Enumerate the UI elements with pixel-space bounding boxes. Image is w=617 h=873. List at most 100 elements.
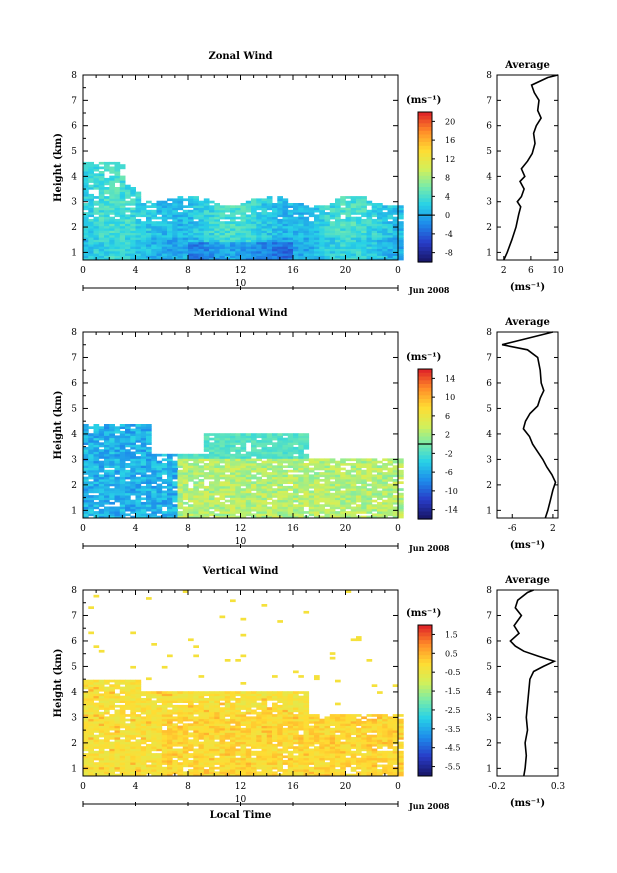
average-profile-line (509, 589, 557, 777)
colorbar-tick-label: 2 (445, 431, 450, 440)
day-label: 10 (235, 537, 247, 547)
y-tick-label: 6 (71, 637, 77, 647)
colorbar-tick-label: 1.5 (445, 630, 458, 639)
avg-y-tick-label: 4 (486, 430, 492, 440)
avg-y-tick-label: 4 (486, 688, 492, 698)
colorbar-tick-label: -8 (445, 249, 453, 258)
colorbar-tick-label: 6 (445, 412, 450, 421)
average-title: Average (504, 317, 550, 328)
avg-y-tick-label: 6 (486, 122, 492, 132)
colorbar-tick-label: 20 (445, 117, 455, 126)
y-tick-label: 5 (71, 662, 77, 672)
y-tick-label: 8 (71, 71, 77, 81)
day-label: 10 (235, 279, 247, 289)
y-tick-label: 2 (71, 481, 77, 491)
colorbar (418, 369, 432, 520)
colorbar-tick-label: -4.5 (445, 744, 460, 753)
x-tick-label: 20 (340, 524, 352, 534)
average-x-label: (ms⁻¹) (510, 282, 545, 293)
colorbar-tick-label: 0.5 (445, 649, 458, 658)
average-x-label: (ms⁻¹) (510, 798, 545, 809)
colorbar-tick-label: -14 (445, 506, 458, 515)
y-tick-label: 8 (71, 586, 77, 596)
x-axis-label: Local Time (210, 810, 272, 821)
average-title: Average (504, 575, 550, 586)
colorbar-tick-label: -2 (445, 449, 453, 458)
y-tick-label: 3 (71, 198, 77, 208)
avg-x-tick-label: 2 (501, 266, 507, 276)
heatmap-cells (83, 590, 404, 777)
avg-y-tick-label: 3 (486, 198, 492, 208)
y-tick-label: 2 (71, 739, 77, 749)
y-tick-label: 7 (71, 611, 77, 621)
x-tick-label: 0 (80, 524, 86, 534)
avg-x-tick-label: 2 (550, 524, 556, 534)
colorbar-tick-label: 14 (445, 374, 455, 383)
x-tick-label: 0 (395, 266, 401, 276)
x-tick-label: 20 (340, 782, 352, 792)
avg-y-tick-label: 2 (486, 223, 492, 233)
avg-y-tick-label: 5 (486, 662, 492, 672)
heatmap-cells (83, 161, 404, 261)
avg-x-tick-label: -6 (508, 524, 517, 534)
colorbar (418, 112, 432, 263)
x-tick-label: 20 (340, 266, 352, 276)
x-tick-label: 0 (395, 524, 401, 534)
x-tick-label: 12 (235, 524, 246, 534)
colorbar-tick-label: 10 (445, 393, 455, 402)
y-tick-label: 8 (71, 328, 77, 338)
y-tick-label: 7 (71, 96, 77, 106)
avg-x-tick-label: 10 (552, 266, 564, 276)
average-x-label: (ms⁻¹) (510, 540, 545, 551)
x-tick-label: 16 (287, 524, 299, 534)
colorbar-tick-label: -4 (445, 230, 453, 239)
y-axis-label: Height (km) (53, 649, 64, 718)
y-axis-label: Height (km) (53, 391, 64, 460)
avg-y-tick-label: 8 (486, 586, 492, 596)
y-tick-label: 2 (71, 223, 77, 233)
x-tick-label: 8 (185, 524, 191, 534)
x-tick-label: 0 (80, 782, 86, 792)
colorbar-tick-label: -3.5 (445, 725, 460, 734)
y-tick-label: 6 (71, 122, 77, 132)
average-profile-line (501, 331, 557, 519)
average-frame (496, 589, 559, 777)
colorbar-tick-label: -0.5 (445, 668, 460, 677)
avg-y-tick-label: 2 (486, 481, 492, 491)
y-tick-label: 1 (71, 506, 77, 516)
colorbar-unit: (ms⁻¹) (406, 95, 441, 106)
y-tick-label: 5 (71, 147, 77, 157)
y-tick-label: 6 (71, 379, 77, 389)
average-title: Average (504, 60, 550, 71)
colorbar-tick-label: 16 (445, 136, 455, 145)
y-tick-label: 3 (71, 713, 77, 723)
avg-x-tick-label: 0.3 (551, 782, 566, 792)
colorbar-tick-label: 12 (445, 155, 455, 164)
x-tick-label: 16 (287, 266, 299, 276)
avg-y-tick-label: 7 (486, 353, 492, 363)
colorbar-tick-label: -1.5 (445, 687, 460, 696)
avg-y-tick-label: 3 (486, 455, 492, 465)
x-tick-label: 16 (287, 782, 299, 792)
x-tick-label: 4 (133, 266, 139, 276)
y-tick-label: 4 (71, 688, 77, 698)
x-tick-label: 0 (80, 266, 86, 276)
x-tick-label: 4 (133, 524, 139, 534)
colorbar-tick-label: 0 (445, 211, 450, 220)
y-tick-label: 4 (71, 430, 77, 440)
colorbar-tick-label: 4 (445, 192, 450, 201)
avg-y-tick-label: 5 (486, 147, 492, 157)
colorbar (418, 625, 432, 777)
panel-title: Zonal Wind (208, 51, 272, 62)
panel-title: Meridional Wind (193, 308, 287, 319)
avg-y-tick-label: 1 (486, 764, 492, 774)
avg-y-tick-label: 2 (486, 739, 492, 749)
x-tick-label: 8 (185, 266, 191, 276)
colorbar-tick-label: -5.5 (445, 763, 460, 772)
panel-title: Vertical Wind (202, 566, 279, 577)
colorbar-frame (417, 111, 433, 263)
y-tick-label: 4 (71, 172, 77, 182)
average-frame (496, 331, 559, 519)
